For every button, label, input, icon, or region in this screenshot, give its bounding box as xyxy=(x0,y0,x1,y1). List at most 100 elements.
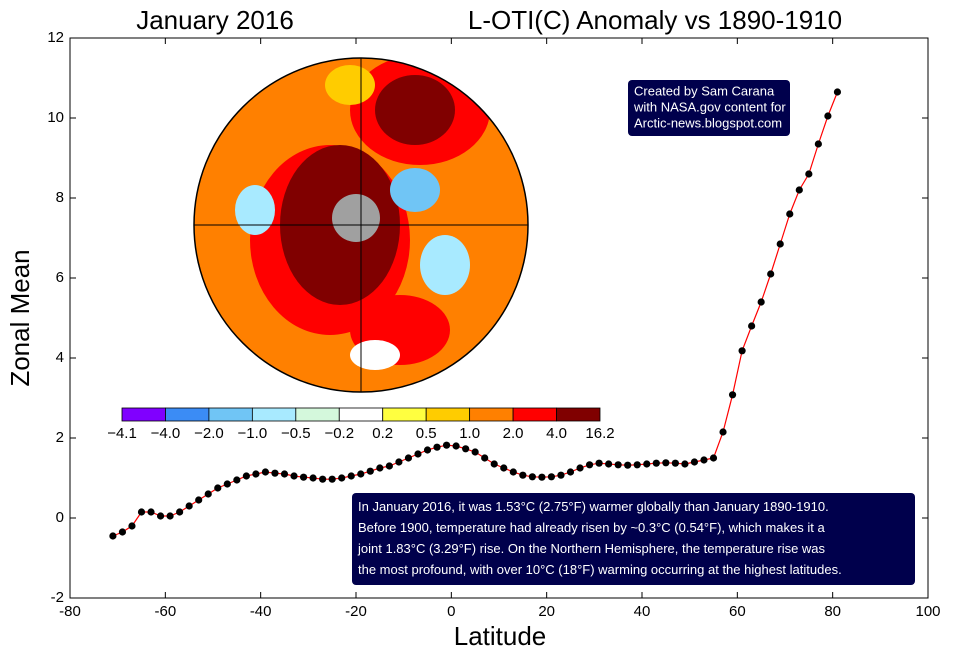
x-tick-label: -20 xyxy=(345,603,367,620)
annotation-box xyxy=(352,493,915,585)
data-point xyxy=(176,508,184,516)
data-point xyxy=(671,459,679,467)
colorbar-swatch xyxy=(295,407,340,422)
data-point xyxy=(328,475,336,483)
data-point xyxy=(709,454,718,462)
y-tick-label: 8 xyxy=(56,189,64,206)
data-point xyxy=(385,462,393,470)
data-point xyxy=(824,112,832,120)
data-point xyxy=(214,484,222,492)
data-point xyxy=(347,472,355,480)
data-point xyxy=(137,508,146,516)
data-point xyxy=(319,475,327,483)
colorbar-swatch xyxy=(469,407,514,422)
colorbar-swatch xyxy=(251,407,297,422)
y-tick-label: 12 xyxy=(47,29,64,46)
data-point xyxy=(509,468,517,476)
data-point xyxy=(433,443,441,451)
data-point xyxy=(128,522,136,530)
data-point xyxy=(786,210,794,218)
y-axis-label: Zonal Mean xyxy=(5,249,35,386)
x-tick-label: 0 xyxy=(447,603,455,620)
colorbar-label: 4.0 xyxy=(546,425,567,442)
colorbar-label: −4.1 xyxy=(107,425,137,442)
data-point xyxy=(605,460,613,468)
colorbar-swatch xyxy=(425,407,471,422)
data-point xyxy=(776,240,784,248)
colorbar-label: 16.2 xyxy=(585,425,614,442)
data-point xyxy=(814,140,822,148)
data-point xyxy=(614,461,622,469)
data-point xyxy=(156,512,165,520)
data-point xyxy=(795,186,803,194)
chart-subtitle: L-OTI(C) Anomaly vs 1890-1910 xyxy=(468,5,842,35)
data-point xyxy=(442,441,451,449)
data-point xyxy=(147,508,155,516)
colorbar-swatch xyxy=(556,407,601,422)
data-point xyxy=(490,460,498,468)
data-point xyxy=(109,532,117,540)
data-point xyxy=(118,528,127,536)
data-point xyxy=(204,490,212,498)
chart-title: January 2016 xyxy=(136,5,294,35)
colorbar-label: 0.2 xyxy=(372,425,393,442)
data-point xyxy=(833,88,842,96)
annotation-text: Created by Sam Carana xyxy=(634,83,775,98)
data-point xyxy=(576,464,584,472)
y-tick-label: -2 xyxy=(51,589,64,606)
annotation-box xyxy=(628,80,790,136)
x-axis-label: Latitude xyxy=(454,621,547,651)
y-tick-label: 0 xyxy=(56,509,64,526)
data-point xyxy=(748,322,756,330)
data-point xyxy=(700,456,708,464)
data-point xyxy=(643,460,651,468)
y-tick-label: 10 xyxy=(47,109,64,126)
colorbar-label: 0.5 xyxy=(416,425,437,442)
data-point xyxy=(471,448,479,456)
data-point xyxy=(500,464,508,472)
data-point xyxy=(414,450,422,458)
annotation-text: Arctic-news.blogspot.com xyxy=(634,115,782,130)
colorbar-label: −0.5 xyxy=(281,425,311,442)
data-point xyxy=(271,469,279,477)
y-tick-label: 6 xyxy=(56,269,64,286)
x-tick-label: 100 xyxy=(915,603,940,620)
annotation-text: Before 1900, temperature had already ris… xyxy=(358,520,825,535)
data-point xyxy=(481,454,489,462)
colorbar-swatch xyxy=(208,407,253,422)
data-point xyxy=(261,468,270,476)
data-point xyxy=(767,270,775,278)
data-point xyxy=(290,472,298,480)
data-point xyxy=(299,473,308,481)
data-point xyxy=(338,474,346,482)
data-point xyxy=(376,464,384,472)
x-tick-label: -80 xyxy=(59,603,81,620)
data-point xyxy=(357,470,365,478)
data-point xyxy=(805,170,813,178)
data-point xyxy=(462,445,470,453)
annotation-text: the most profound, with over 10°C (18°F)… xyxy=(358,562,842,577)
colorbar-swatch xyxy=(338,407,384,422)
colorbar-swatch xyxy=(382,407,427,422)
annotation-text: with NASA.gov content for xyxy=(633,99,786,114)
data-point xyxy=(719,428,727,436)
data-point xyxy=(595,459,603,467)
data-point xyxy=(423,446,432,454)
data-point xyxy=(728,391,737,399)
data-point xyxy=(452,442,460,450)
colorbar-label: −0.2 xyxy=(324,425,354,442)
data-point xyxy=(738,347,746,355)
data-point xyxy=(662,459,670,467)
x-tick-label: 20 xyxy=(538,603,555,620)
colorbar-label: 1.0 xyxy=(459,425,480,442)
x-tick-label: 40 xyxy=(634,603,651,620)
data-point xyxy=(519,471,527,479)
colorbar-label: −2.0 xyxy=(194,425,224,442)
colorbar-swatch xyxy=(512,407,557,422)
data-point xyxy=(233,476,241,484)
colorbar-swatch xyxy=(165,407,210,422)
data-point xyxy=(538,473,546,481)
globe-map xyxy=(193,57,529,393)
data-point xyxy=(395,458,403,466)
